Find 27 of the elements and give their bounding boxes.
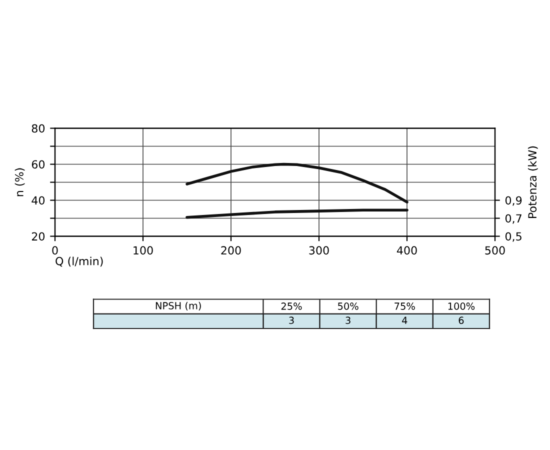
y-axis-title: n (%) — [14, 168, 25, 196]
y2-axis-title: Potenza (kW) — [528, 146, 538, 218]
y2-tick-label: 0,5 — [505, 232, 522, 242]
x-tick-label: 200 — [221, 246, 241, 255]
line-series — [186, 208, 408, 219]
x-tick-label: 100 — [134, 246, 153, 255]
x-tick-label: 75% — [394, 302, 415, 310]
y-tick-label: 40 — [32, 196, 45, 205]
data-label: 3 — [289, 316, 294, 324]
data-label: 3 — [346, 316, 350, 324]
data-label: 4 — [402, 316, 408, 324]
x-tick-label: 300 — [309, 246, 329, 255]
y-tick-label: 80 — [32, 124, 45, 133]
data-label: 6 — [458, 316, 464, 324]
x-tick-label: 100% — [448, 302, 475, 310]
x-tick-label: 500 — [485, 246, 505, 255]
x-tick-label: 50% — [338, 302, 358, 310]
x-tick-label: 400 — [396, 246, 417, 255]
line-series — [186, 162, 408, 204]
y2-tick-label: 0,9 — [505, 196, 522, 206]
y2-tick-label: 0,7 — [505, 214, 522, 224]
y-axis-title: NPSH (m) — [156, 302, 201, 311]
x-axis-title: Q (l/min) — [56, 256, 103, 267]
x-tick-label: 0 — [52, 246, 58, 255]
y-tick-label: 60 — [32, 160, 45, 169]
x-tick-label: 25% — [281, 302, 302, 310]
y-tick-label: 20 — [32, 232, 45, 241]
